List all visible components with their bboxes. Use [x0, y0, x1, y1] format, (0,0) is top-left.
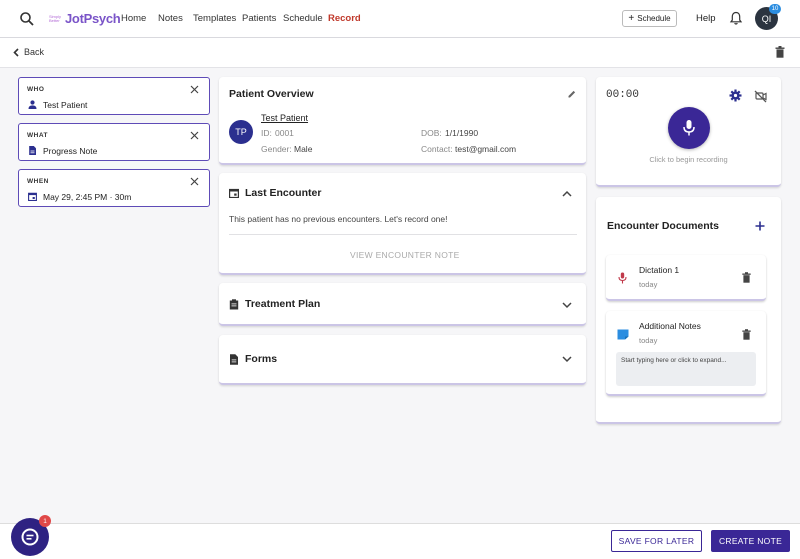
recording-timer: 00:00 [606, 89, 640, 101]
patient-overview-title: Patient Overview [229, 88, 314, 100]
save-for-later-button[interactable]: SAVE FOR LATER [611, 530, 702, 552]
encounter-documents-title: Encounter Documents [607, 220, 720, 232]
patient-avatar: TP [229, 120, 253, 144]
last-encounter-title: Last Encounter [245, 187, 322, 199]
record-hint: Click to begin recording [649, 155, 728, 164]
user-initials: QI [761, 13, 772, 24]
document-time: today [639, 336, 658, 345]
nav-record[interactable]: Record [328, 13, 361, 24]
when-card[interactable]: WHEN May 29, 2:45 PM · 30m [18, 169, 210, 207]
chevron-left-icon [13, 47, 19, 57]
what-card[interactable]: WHAT Progress Note [18, 123, 210, 161]
chat-support-button[interactable]: 1 [11, 515, 51, 556]
schedule-button-label: Schedule [637, 14, 671, 23]
delete-encounter-icon[interactable] [775, 46, 785, 58]
back-button[interactable]: Back [13, 47, 44, 57]
document-item-dictation[interactable]: Dictation 1 today [606, 255, 766, 301]
microphone-icon [683, 120, 695, 136]
note-icon [617, 329, 629, 340]
chevron-down-icon[interactable] [562, 302, 572, 309]
nav-patients[interactable]: Patients [242, 13, 277, 24]
clipboard-icon [229, 299, 239, 310]
mic-off-icon[interactable] [754, 90, 767, 103]
when-value: May 29, 2:45 PM · 30m [43, 192, 132, 202]
create-note-button[interactable]: CREATE NOTE [711, 530, 790, 552]
calendar-icon [28, 192, 37, 201]
logo-wordmark: JotPsych [65, 11, 121, 26]
patient-contact-value: test@gmail.com [455, 144, 517, 154]
gear-icon[interactable] [729, 89, 742, 102]
what-label: WHAT [27, 132, 49, 139]
when-label: WHEN [27, 178, 49, 185]
nav-templates[interactable]: Templates [193, 13, 237, 24]
patient-gender-label: Gender: [261, 144, 292, 154]
user-avatar[interactable]: QI 10 [755, 4, 781, 30]
document-icon [230, 354, 238, 365]
last-encounter-card [219, 173, 586, 275]
treatment-plan-card[interactable] [219, 283, 586, 326]
patient-contact-label: Contact: [421, 144, 453, 154]
edit-pencil-icon[interactable] [568, 90, 576, 98]
notes-placeholder: Start typing here or click to expand... [621, 357, 727, 364]
what-value: Progress Note [43, 146, 98, 156]
who-value: Test Patient [43, 100, 88, 110]
document-time: today [639, 280, 658, 289]
schedule-button[interactable]: + Schedule [622, 10, 677, 27]
document-name: Additional Notes [639, 321, 701, 331]
record-button[interactable] [668, 107, 710, 149]
who-label: WHO [27, 86, 45, 93]
top-nav-bar: Simply Better JotPsych Home Notes Templa… [0, 0, 800, 38]
trash-icon[interactable] [742, 272, 751, 283]
nav-notes[interactable]: Notes [158, 13, 183, 24]
nav-home[interactable]: Home [121, 13, 147, 24]
who-card[interactable]: WHO Test Patient [18, 77, 210, 115]
plus-icon: + [628, 12, 635, 24]
notification-badge: 10 [769, 4, 781, 14]
microphone-icon [618, 272, 627, 284]
nav-schedule[interactable]: Schedule [283, 13, 323, 24]
patient-dob-value: 1/1/1990 [445, 128, 479, 138]
forms-card[interactable] [219, 335, 586, 385]
patient-name-link[interactable]: Test Patient [261, 113, 309, 123]
bell-icon[interactable] [729, 11, 743, 26]
calendar-icon [229, 188, 239, 198]
back-label: Back [24, 47, 45, 57]
patient-overview-card [219, 77, 586, 165]
view-encounter-note-button[interactable]: VIEW ENCOUNTER NOTE [350, 250, 460, 260]
patient-id-label: ID: [261, 128, 272, 138]
patient-dob-label: DOB: [421, 128, 442, 138]
create-note-label: CREATE NOTE [718, 536, 783, 546]
clear-what-icon[interactable] [190, 131, 199, 140]
treatment-plan-title: Treatment Plan [245, 298, 321, 310]
chevron-up-icon[interactable] [562, 190, 572, 197]
trash-icon[interactable] [742, 329, 751, 340]
person-icon [28, 100, 37, 109]
last-encounter-message: This patient has no previous encounters.… [229, 214, 448, 224]
additional-notes-textarea[interactable]: Start typing here or click to expand... [616, 352, 756, 386]
sub-toolbar: Back [0, 38, 800, 68]
chevron-down-icon[interactable] [562, 356, 572, 363]
patient-id-value: 0001 [275, 128, 294, 138]
document-icon [29, 146, 36, 155]
patient-initials: TP [235, 127, 247, 137]
logo-tagline: Simply Better [49, 13, 62, 23]
chat-badge: 1 [39, 515, 51, 527]
forms-title: Forms [245, 353, 278, 365]
add-document-icon[interactable] [755, 221, 765, 231]
save-for-later-label: SAVE FOR LATER [618, 536, 695, 546]
clear-who-icon[interactable] [190, 85, 199, 94]
patient-gender-value: Male [294, 144, 313, 154]
search-icon[interactable] [19, 11, 35, 27]
chat-icon [21, 528, 39, 546]
divider [229, 234, 577, 235]
help-link[interactable]: Help [696, 13, 716, 24]
app-logo[interactable]: Simply Better JotPsych [49, 11, 121, 26]
document-name: Dictation 1 [639, 265, 680, 275]
clear-when-icon[interactable] [190, 177, 199, 186]
